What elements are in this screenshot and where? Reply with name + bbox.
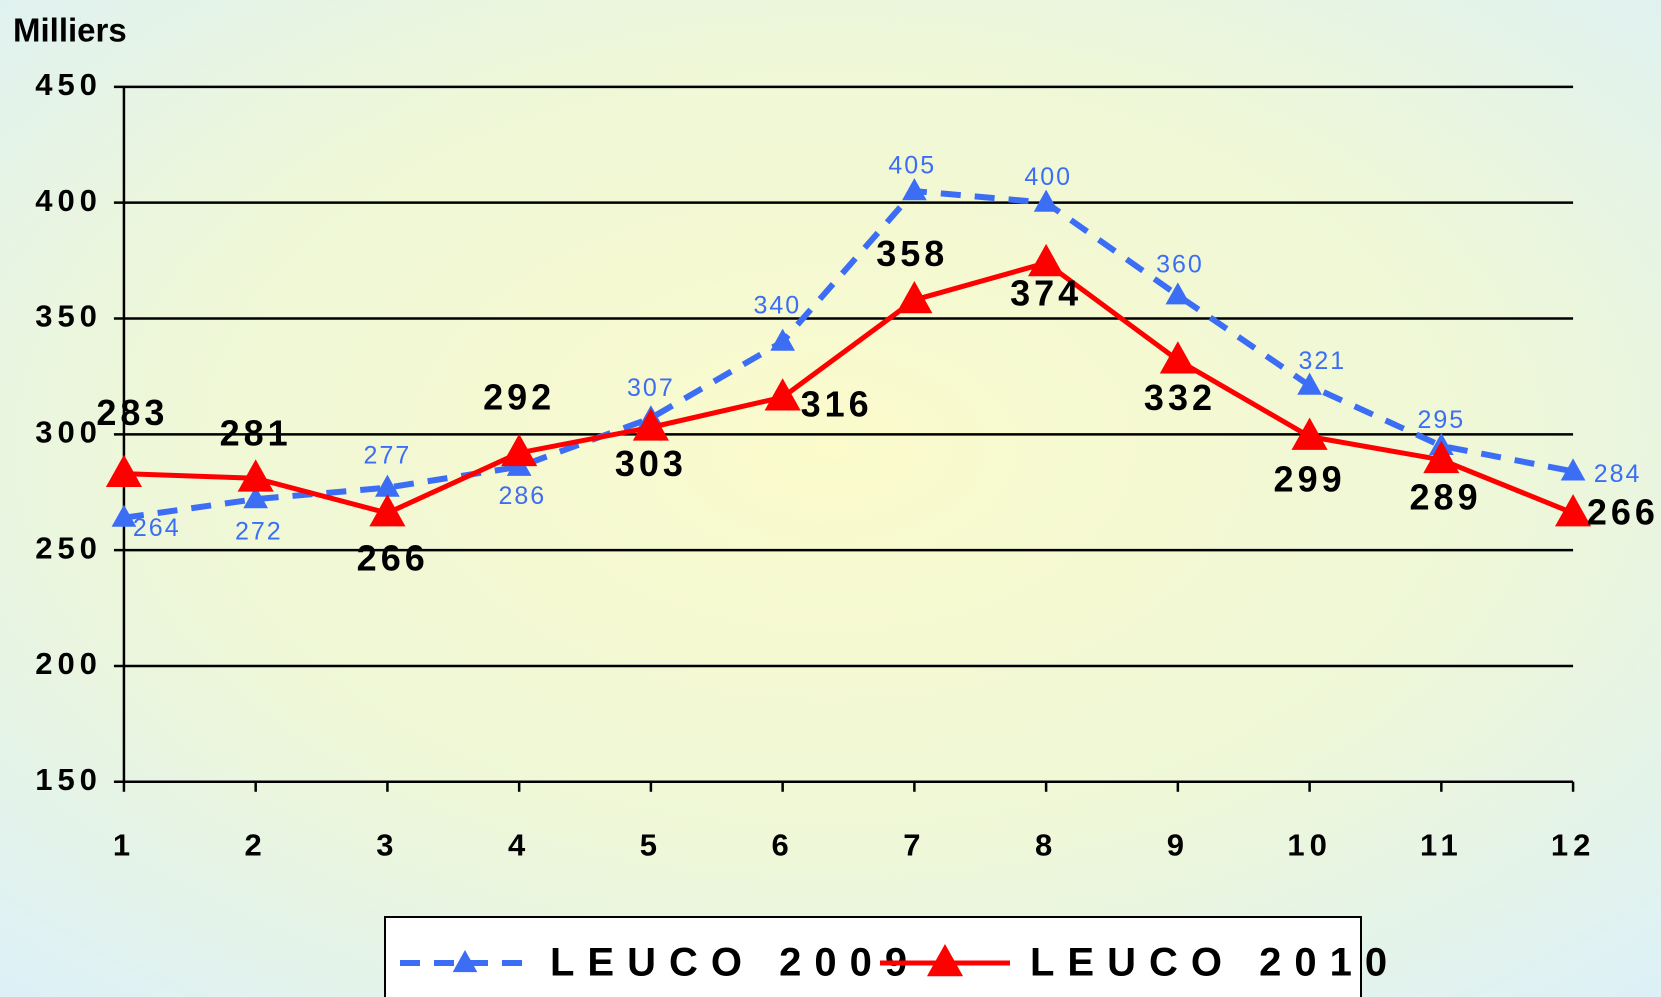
data-label: 281 bbox=[220, 412, 292, 453]
marker bbox=[1423, 440, 1460, 474]
data-label: 307 bbox=[627, 374, 675, 402]
legend-label: LEUCO 2010 bbox=[1030, 941, 1400, 985]
marker bbox=[764, 378, 801, 411]
x-tick-label: 6 bbox=[772, 828, 794, 863]
marker bbox=[770, 328, 795, 351]
series-line bbox=[123, 260, 1575, 516]
legend-label: LEUCO 2009 bbox=[550, 941, 920, 985]
data-label: 286 bbox=[498, 482, 546, 510]
data-label: 360 bbox=[1156, 250, 1204, 278]
legend bbox=[384, 916, 1362, 997]
y-tick-label: 450 bbox=[35, 67, 102, 102]
x-tick-label: 8 bbox=[1035, 828, 1057, 863]
y-tick-label: 300 bbox=[35, 415, 102, 450]
data-label: 374 bbox=[1010, 272, 1082, 313]
marker bbox=[501, 433, 538, 467]
x-tick-label: 7 bbox=[903, 828, 925, 863]
legend-marker bbox=[452, 950, 478, 973]
data-label: 264 bbox=[133, 514, 181, 542]
marker bbox=[1560, 458, 1586, 481]
data-label: 295 bbox=[1417, 406, 1465, 434]
x-tick-label: 11 bbox=[1420, 828, 1463, 863]
x-tick-label: 4 bbox=[508, 828, 530, 863]
x-tick-label: 9 bbox=[1167, 828, 1189, 863]
data-label: 292 bbox=[483, 376, 555, 417]
marker bbox=[1159, 341, 1196, 374]
x-tick-label: 1 bbox=[113, 828, 135, 863]
legend-marker bbox=[926, 944, 964, 977]
data-label: 340 bbox=[753, 291, 801, 319]
data-label: 289 bbox=[1410, 477, 1482, 518]
data-label: 332 bbox=[1144, 377, 1216, 418]
y-axis-label: Milliers bbox=[13, 12, 127, 49]
marker bbox=[1555, 494, 1592, 527]
marker bbox=[902, 178, 927, 201]
marker bbox=[105, 454, 142, 487]
marker bbox=[1297, 372, 1322, 395]
y-tick-label: 250 bbox=[35, 530, 102, 565]
marker bbox=[1291, 417, 1328, 450]
marker bbox=[243, 486, 269, 509]
data-label: 266 bbox=[357, 537, 429, 578]
x-tick-label: 3 bbox=[376, 828, 398, 863]
marker bbox=[632, 408, 669, 441]
data-label: 316 bbox=[801, 383, 873, 424]
data-label: 321 bbox=[1298, 347, 1346, 375]
marker bbox=[1033, 189, 1059, 212]
data-label: 284 bbox=[1594, 460, 1642, 488]
data-label: 303 bbox=[615, 443, 687, 484]
marker bbox=[111, 504, 137, 527]
series-line bbox=[123, 187, 1574, 521]
data-label: 266 bbox=[1587, 492, 1659, 533]
data-label: 277 bbox=[364, 441, 412, 469]
marker bbox=[1165, 282, 1191, 305]
x-tick-label: 10 bbox=[1287, 828, 1331, 863]
marker bbox=[237, 459, 274, 492]
marker bbox=[369, 494, 406, 527]
data-label: 400 bbox=[1024, 163, 1072, 191]
marker bbox=[375, 474, 400, 497]
marker bbox=[896, 280, 933, 314]
x-tick-label: 5 bbox=[640, 828, 662, 863]
data-label: 405 bbox=[888, 151, 936, 179]
marker bbox=[1028, 243, 1065, 277]
y-tick-label: 150 bbox=[35, 762, 102, 797]
x-tick-label: 12 bbox=[1551, 828, 1595, 863]
y-tick-label: 400 bbox=[35, 183, 102, 218]
x-tick-label: 2 bbox=[245, 828, 267, 863]
data-label: 358 bbox=[876, 233, 948, 274]
data-label: 272 bbox=[235, 518, 283, 546]
data-label: 283 bbox=[96, 392, 168, 433]
y-tick-label: 200 bbox=[35, 646, 102, 681]
y-tick-label: 350 bbox=[35, 299, 102, 334]
data-label: 299 bbox=[1274, 459, 1346, 500]
